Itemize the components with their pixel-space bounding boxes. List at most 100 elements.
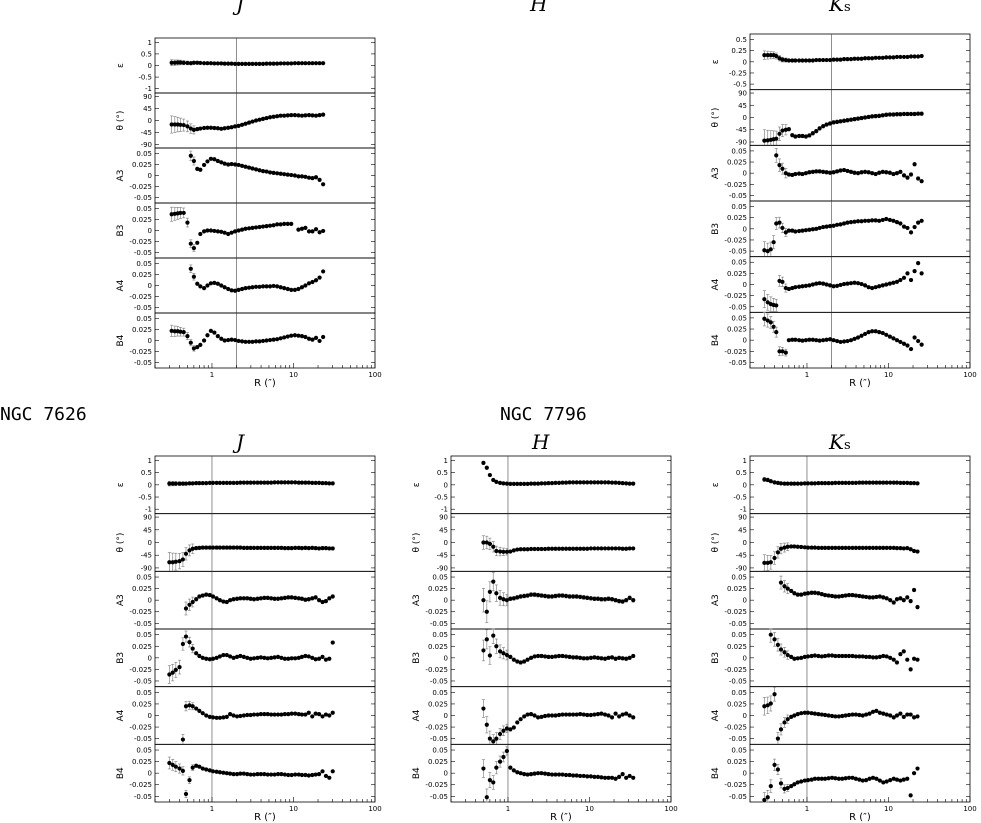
data-point	[786, 127, 791, 132]
data-point	[631, 653, 636, 659]
data-point	[245, 480, 250, 485]
data-point	[195, 240, 200, 245]
data-point	[262, 545, 267, 550]
y-tick-label: 45	[143, 105, 152, 113]
data-point	[278, 285, 283, 290]
data-point	[542, 713, 548, 719]
data-point	[271, 337, 276, 342]
data-point	[310, 480, 315, 485]
data-point	[296, 655, 301, 660]
data-point	[880, 217, 885, 223]
data-point	[546, 713, 551, 718]
data-point	[292, 287, 297, 292]
data-point	[243, 121, 248, 126]
data-point	[870, 285, 875, 291]
data-point	[838, 57, 843, 62]
data-point	[238, 713, 243, 719]
data-point	[783, 350, 788, 355]
data-point	[201, 61, 207, 66]
data-point	[898, 221, 903, 226]
data-point	[251, 480, 257, 485]
data-point	[275, 61, 280, 66]
data-point	[258, 545, 263, 550]
data-point	[293, 545, 298, 550]
data-point	[275, 171, 280, 176]
data-point	[327, 713, 332, 718]
data-point	[275, 712, 281, 717]
data-point	[214, 480, 219, 485]
data-point	[539, 653, 544, 659]
data-point	[215, 334, 220, 339]
data-point	[236, 123, 241, 128]
data-point	[201, 338, 207, 343]
data-point	[221, 480, 226, 485]
y-tick-label: 0.05	[136, 315, 152, 323]
data-point	[762, 297, 767, 302]
data-point	[226, 231, 231, 237]
data-point	[282, 712, 287, 717]
data-point	[522, 659, 527, 664]
data-point	[257, 284, 262, 289]
data-point	[231, 545, 236, 550]
data-point	[226, 337, 231, 343]
y-tick-label: 0.025	[132, 216, 152, 224]
data-point	[255, 655, 260, 660]
data-point	[578, 655, 583, 660]
y-tick-label: -0.025	[724, 236, 747, 244]
data-point	[780, 279, 785, 284]
x-tick-label: 100	[368, 371, 381, 379]
data-point	[246, 226, 252, 231]
data-point	[556, 772, 562, 777]
data-point	[609, 715, 615, 720]
data-point	[884, 55, 889, 60]
data-point	[613, 656, 618, 661]
x-tick-label: 10	[884, 371, 893, 379]
data-point	[768, 247, 773, 252]
data-point	[317, 113, 322, 118]
data-point	[780, 225, 785, 231]
data-point	[282, 656, 287, 661]
data-point	[201, 229, 207, 234]
data-point	[782, 481, 787, 486]
data-point	[631, 598, 636, 603]
data-point	[553, 546, 558, 551]
y-tick-label: -0.5	[138, 74, 152, 82]
data-point	[859, 115, 864, 121]
data-point	[262, 595, 267, 600]
data-point	[275, 114, 280, 119]
data-point	[877, 55, 882, 60]
data-point	[257, 61, 262, 66]
data-point	[539, 771, 544, 776]
data-point	[574, 594, 579, 599]
y-tick-label: 0.05	[136, 747, 152, 755]
data-point	[817, 338, 822, 343]
data-point	[528, 481, 534, 486]
data-point	[859, 170, 864, 175]
data-point	[313, 546, 318, 551]
data-point	[803, 228, 808, 233]
data-point	[762, 248, 767, 253]
data-point	[248, 656, 253, 661]
data-point	[245, 596, 250, 601]
data-point	[296, 227, 301, 232]
row-label: B3	[116, 652, 126, 664]
data-point	[574, 480, 579, 485]
data-point	[279, 655, 284, 660]
data-point	[497, 549, 503, 554]
data-point	[250, 119, 255, 124]
data-point	[814, 128, 819, 134]
data-point	[518, 481, 523, 486]
data-point	[515, 481, 520, 486]
data-point	[275, 337, 280, 342]
data-point	[894, 171, 900, 176]
data-point	[624, 481, 629, 486]
data-point	[257, 117, 262, 122]
data-point	[511, 657, 516, 662]
data-point	[855, 116, 861, 121]
data-point	[549, 546, 555, 551]
data-point	[905, 54, 910, 60]
data-point	[852, 280, 857, 285]
data-point	[224, 652, 229, 658]
data-point	[831, 57, 836, 62]
panel-ngc-7796-h: 1 0.5 0 -0.5 -1 ε 90 45 0 -45 -90 θ (°) 0.05 0.025 0 -0…	[412, 455, 678, 823]
